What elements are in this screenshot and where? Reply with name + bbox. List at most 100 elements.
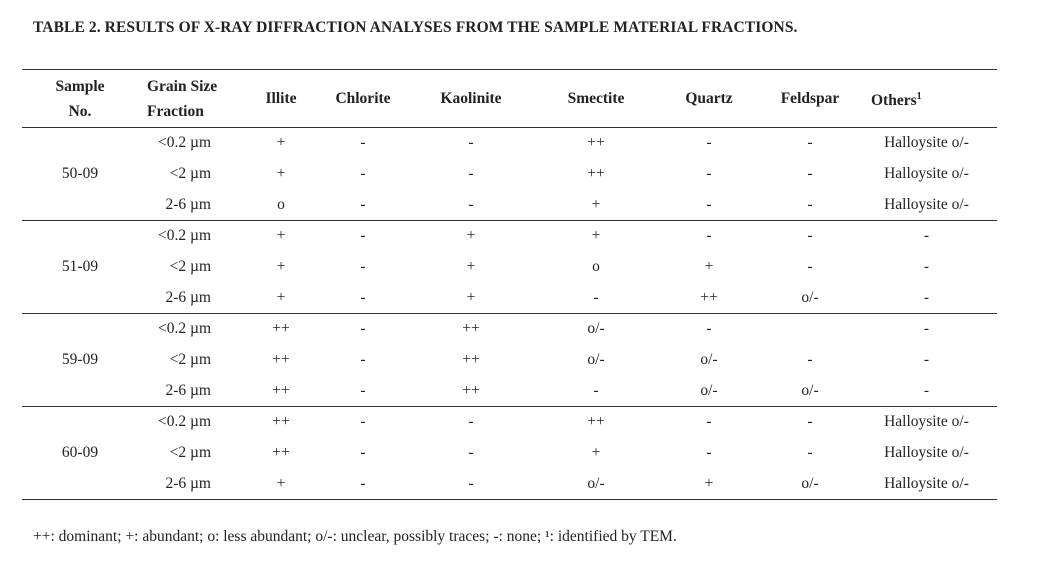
cell-grain-size: <2 µm <box>169 351 211 368</box>
table-row: 2-6 µm ++ - ++ - o/- o/- - <box>22 375 997 407</box>
cell-others: Halloysite o/- <box>856 468 997 500</box>
cell-grain-size: <0.2 µm <box>158 413 211 431</box>
cell-smectite: o/- <box>538 468 654 500</box>
header-row: Sample No. Grain Size Fraction Illite Ch… <box>22 69 997 128</box>
header-others: Others1 <box>856 69 997 128</box>
cell-kaolinite: ++ <box>462 320 480 338</box>
cell-quartz: - <box>706 165 712 182</box>
cell-others: Halloysite o/- <box>884 413 969 431</box>
table-row: 50-09 <0.2 µm + - - ++ - - Halloysite o/- <box>22 127 997 221</box>
cell-illite: ++ <box>272 413 290 431</box>
header-kaolinite: Kaolinite <box>404 69 538 128</box>
cell-feldspar: - <box>807 258 813 275</box>
header-sample: Sample No. <box>22 69 138 128</box>
cell-quartz: - <box>706 413 712 431</box>
cell-kaolinite: + <box>466 227 476 245</box>
cell-illite: ++ <box>272 444 290 461</box>
header-grain-size: Grain Size Fraction <box>138 69 240 128</box>
cell-others: - <box>923 351 930 368</box>
cell-chlorite: - <box>360 444 366 461</box>
cell-chlorite: - <box>360 227 366 245</box>
cell-smectite: + <box>591 227 601 245</box>
cell-feldspar: - <box>807 165 813 182</box>
cell-smectite: o/- <box>587 320 605 338</box>
cell-feldspar: - <box>807 413 813 431</box>
cell-kaolinite: + <box>466 258 476 275</box>
cell-chlorite: - <box>322 375 404 407</box>
cell-others: - <box>856 375 997 407</box>
cell-smectite: + <box>538 189 654 221</box>
cell-smectite: o <box>592 258 600 275</box>
cell-kaolinite: ++ <box>462 351 480 368</box>
cell-others: - <box>923 258 930 275</box>
cell-others: Halloysite o/- <box>884 444 969 461</box>
sample-number: 50-09 <box>22 127 138 221</box>
cell-illite: + <box>276 134 286 152</box>
cell-others: - <box>923 320 930 338</box>
cell-quartz: - <box>706 320 712 338</box>
table-row: <2 µm + - - ++ - - Halloysite o/- <box>22 159 997 190</box>
table-row: 2-6 µm o - - + - - Halloysite o/- <box>22 189 997 221</box>
cell-smectite: ++ <box>587 134 605 152</box>
cell-others: - <box>923 227 930 245</box>
cell-kaolinite: - <box>468 165 474 182</box>
cell-chlorite: - <box>360 413 366 431</box>
cell-illite: ++ <box>272 351 290 368</box>
cell-chlorite: - <box>322 189 404 221</box>
table-row: 59-09 <0.2 µm ++ - ++ o/- - - <box>22 313 997 407</box>
table-row: 2-6 µm + - - o/- + o/- Halloysite o/- <box>22 468 997 500</box>
cell-others: Halloysite o/- <box>884 165 969 182</box>
cell-kaolinite: - <box>468 444 474 461</box>
header-illite: Illite <box>240 69 322 128</box>
cell-chlorite: - <box>360 165 366 182</box>
cell-kaolinite: ++ <box>404 375 538 407</box>
cell-feldspar: - <box>807 227 813 245</box>
cell-illite: + <box>240 468 322 500</box>
cell-chlorite: - <box>360 351 366 368</box>
header-quartz: Quartz <box>654 69 764 128</box>
cell-smectite: ++ <box>587 165 605 182</box>
cell-chlorite: - <box>360 258 366 275</box>
cell-illite: ++ <box>272 320 290 338</box>
cell-chlorite: - <box>360 320 366 338</box>
cell-illite: + <box>276 165 286 182</box>
header-feldspar: Feldspar <box>764 69 856 128</box>
cell-illite: + <box>276 227 286 245</box>
cell-grain-size: 2-6 µm <box>138 468 240 500</box>
cell-chlorite: - <box>360 134 366 152</box>
cell-grain-size: 2-6 µm <box>138 282 240 314</box>
cell-grain-size: <0.2 µm <box>158 227 211 245</box>
cell-kaolinite: - <box>404 468 538 500</box>
table-row: 2-6 µm + - + - ++ o/- - <box>22 282 997 314</box>
cell-smectite: + <box>591 444 601 461</box>
cell-illite: + <box>240 282 322 314</box>
cell-others: - <box>856 282 997 314</box>
cell-quartz: - <box>654 189 764 221</box>
cell-grain-size: 2-6 µm <box>138 375 240 407</box>
cell-quartz: - <box>706 227 712 245</box>
cell-chlorite: - <box>322 468 404 500</box>
table-row: <2 µm ++ - - + - - Halloysite o/- <box>22 438 997 469</box>
cell-feldspar <box>764 314 856 345</box>
header-others-label: Others <box>871 92 917 110</box>
header-smectite: Smectite <box>538 69 654 128</box>
cell-grain-size: <2 µm <box>169 165 211 182</box>
cell-feldspar: - <box>807 444 813 461</box>
cell-feldspar: o/- <box>764 375 856 407</box>
cell-kaolinite: - <box>404 189 538 221</box>
cell-illite: ++ <box>240 375 322 407</box>
cell-grain-size: <0.2 µm <box>158 320 211 338</box>
header-chlorite: Chlorite <box>322 69 404 128</box>
table-row: <2 µm + - + o + - - <box>22 252 997 283</box>
cell-quartz: ++ <box>654 282 764 314</box>
cell-illite: + <box>276 258 286 275</box>
cell-feldspar: o/- <box>764 468 856 500</box>
cell-chlorite: - <box>322 282 404 314</box>
sample-number: 59-09 <box>22 313 138 407</box>
cell-smectite: ++ <box>587 413 605 431</box>
table-row: 60-09 <0.2 µm ++ - - ++ - - Halloysite o/- <box>22 406 997 500</box>
cell-grain-size: <2 µm <box>169 444 211 461</box>
cell-feldspar: - <box>764 189 856 221</box>
xrd-results-table: Sample No. Grain Size Fraction Illite Ch… <box>22 69 997 500</box>
cell-others: Halloysite o/- <box>884 134 969 152</box>
